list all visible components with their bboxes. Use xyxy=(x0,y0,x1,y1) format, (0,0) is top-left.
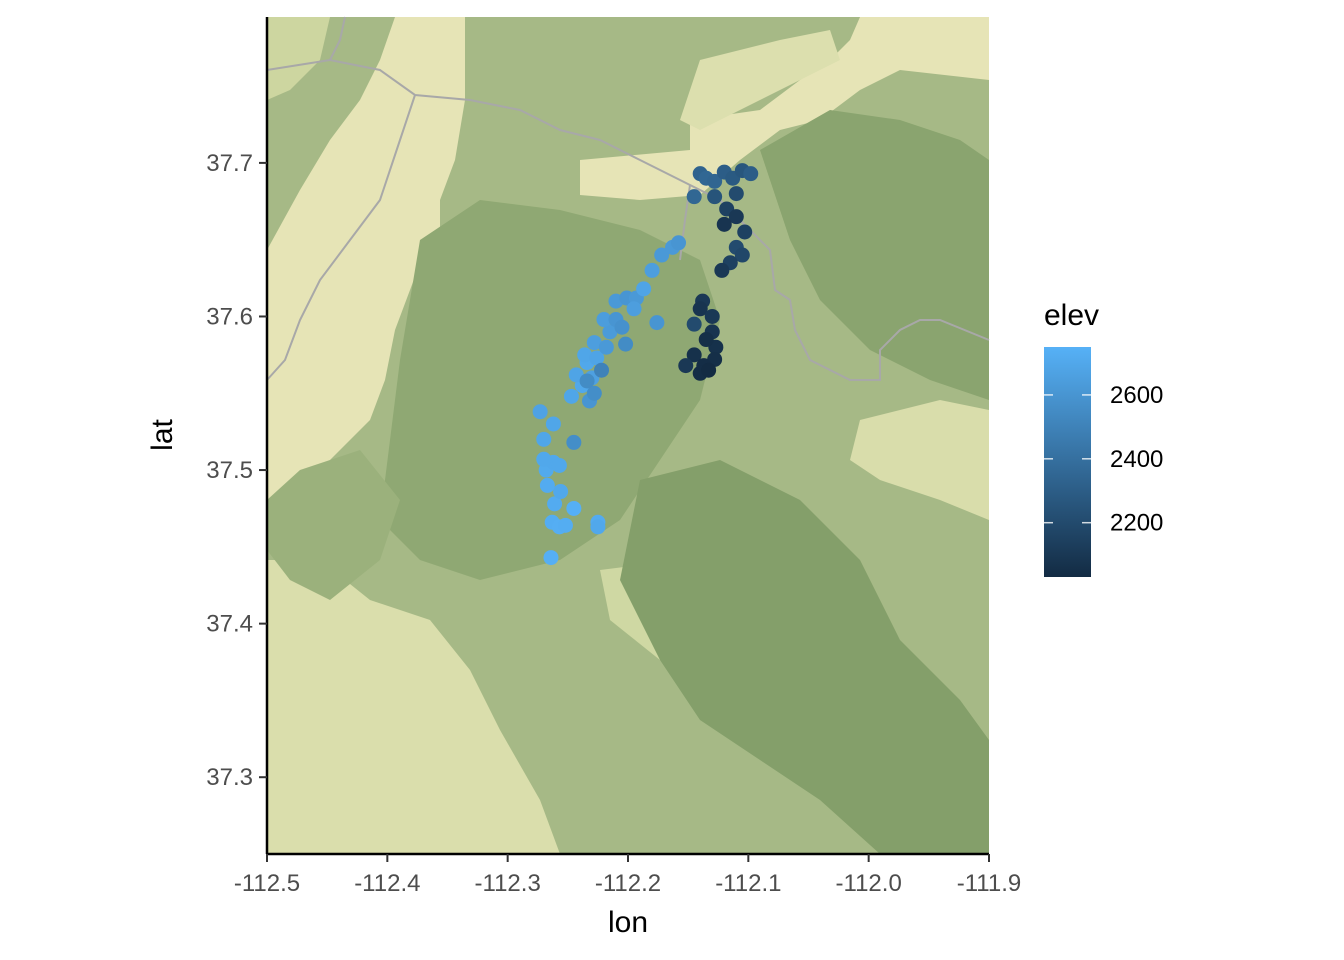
data-point xyxy=(686,189,702,205)
data-point xyxy=(644,262,660,278)
basemap-lowland xyxy=(680,30,840,130)
data-point xyxy=(678,358,694,374)
data-point xyxy=(671,235,687,251)
data-point xyxy=(649,315,665,331)
x-tick-label: -111.9 xyxy=(957,870,1022,897)
basemap-lowland xyxy=(267,17,330,100)
data-point xyxy=(614,319,630,335)
data-point xyxy=(686,316,702,332)
data-point xyxy=(586,385,602,401)
data-point xyxy=(566,434,582,450)
data-point xyxy=(734,247,750,263)
y-tick-label: 37.3 xyxy=(206,764,253,791)
basemap-road xyxy=(266,58,990,381)
data-point xyxy=(704,308,720,324)
basemap-road xyxy=(266,94,416,381)
data-point xyxy=(551,457,567,473)
data-point xyxy=(698,332,714,348)
basemap-lowland xyxy=(580,17,989,200)
legend: elev 2200 2400 2600 xyxy=(1044,299,1163,577)
basemap-highland xyxy=(620,460,989,854)
data-point xyxy=(590,519,606,535)
x-tick-label: -112.5 xyxy=(234,870,300,897)
x-axis-ticks: -112.5 -112.4 -112.3 -112.2 -112.1 -112.0 -111… xyxy=(234,854,1021,897)
data-point xyxy=(743,166,759,182)
data-point xyxy=(566,500,582,516)
basemap-lowland xyxy=(267,17,465,510)
data-point xyxy=(586,335,602,351)
x-tick-label: -112.1 xyxy=(715,870,781,897)
data-point xyxy=(598,339,614,355)
x-tick-label: -112.3 xyxy=(475,870,541,897)
data-point xyxy=(536,431,552,447)
data-point xyxy=(596,312,612,328)
x-axis-title: lon xyxy=(608,906,648,939)
data-point xyxy=(553,484,569,500)
data-point xyxy=(594,362,610,378)
data-point xyxy=(707,189,723,205)
basemap-lowland xyxy=(850,400,989,520)
data-point xyxy=(716,216,732,232)
data-point xyxy=(636,281,652,297)
basemap-lowland xyxy=(267,560,560,854)
data-point xyxy=(654,247,670,263)
data-point xyxy=(589,350,605,366)
basemap-highland xyxy=(760,110,989,400)
y-axis-title: lat xyxy=(146,418,179,450)
basemap xyxy=(266,16,990,854)
data-point xyxy=(563,388,579,404)
y-axis-ticks: 37.3 37.4 37.5 37.6 37.7 xyxy=(206,150,267,791)
legend-title: elev xyxy=(1044,299,1099,332)
data-point xyxy=(737,224,753,240)
data-point xyxy=(602,324,618,340)
data-point xyxy=(707,173,723,189)
data-point xyxy=(547,496,563,512)
data-point xyxy=(626,301,642,317)
y-tick-label: 37.6 xyxy=(206,303,253,330)
basemap-road xyxy=(329,16,346,61)
legend-colorbar xyxy=(1044,347,1091,577)
data-point xyxy=(618,336,634,352)
y-tick-label: 37.4 xyxy=(206,611,253,638)
data-point xyxy=(714,262,730,278)
legend-tick-label: 2600 xyxy=(1110,382,1163,409)
x-tick-label: -112.2 xyxy=(595,870,661,897)
data-point xyxy=(539,477,555,493)
data-point xyxy=(543,550,559,566)
x-tick-label: -112.0 xyxy=(836,870,902,897)
points-layer xyxy=(532,163,759,566)
x-tick-label: -112.4 xyxy=(354,870,420,897)
data-point xyxy=(686,347,702,363)
y-tick-label: 37.5 xyxy=(206,457,253,484)
data-point xyxy=(728,209,744,225)
legend-tick-label: 2200 xyxy=(1110,510,1163,537)
data-point xyxy=(692,301,708,317)
data-point xyxy=(701,362,717,378)
legend-tick-label: 2400 xyxy=(1110,446,1163,473)
data-point xyxy=(532,404,548,420)
legend-ticks: 2200 2400 2600 xyxy=(1044,382,1163,537)
basemap-highland xyxy=(267,450,400,600)
data-point xyxy=(728,186,744,202)
y-tick-label: 37.7 xyxy=(206,150,253,177)
data-point xyxy=(545,416,561,432)
data-point xyxy=(579,373,595,389)
data-point xyxy=(557,517,573,533)
data-point xyxy=(536,451,552,467)
data-point xyxy=(577,347,593,363)
